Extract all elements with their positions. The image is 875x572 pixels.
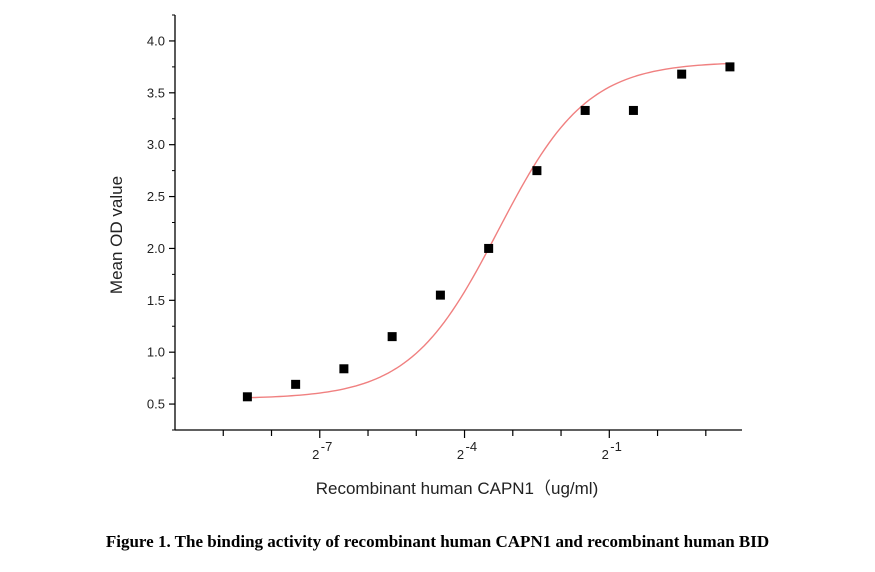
fit-curve	[247, 62, 730, 399]
y-tick-label: 1.5	[147, 293, 165, 308]
data-point	[628, 105, 638, 115]
y-tick-label: 4.0	[147, 33, 165, 48]
y-axis-title: Mean OD value	[107, 176, 126, 294]
data-point	[291, 379, 301, 389]
data-point	[242, 392, 252, 402]
x-axis-title: Recombinant human CAPN1（ug/ml)	[316, 479, 599, 498]
x-tick-label: 2	[457, 447, 464, 462]
x-tick-exponent: -4	[466, 439, 478, 454]
y-tick-label: 3.0	[147, 137, 165, 152]
data-point	[435, 290, 445, 300]
data-point	[387, 332, 397, 342]
x-tick-exponent: -1	[610, 439, 622, 454]
y-tick-label: 3.5	[147, 85, 165, 100]
data-point	[580, 105, 590, 115]
data-point	[484, 243, 494, 253]
data-points	[242, 62, 735, 402]
x-ticks: 2-72-42-1	[222, 430, 707, 462]
y-tick-label: 2.5	[147, 189, 165, 204]
y-ticks: 0.5 1.0 1.5 2.0 2.5 3.0 3.5 4.0	[147, 14, 175, 431]
x-tick-label: 2	[312, 447, 319, 462]
y-tick-label: 1.0	[147, 345, 165, 360]
x-tick-exponent: -7	[321, 439, 333, 454]
y-tick-label: 2.0	[147, 241, 165, 256]
y-tick-label: 0.5	[147, 397, 165, 412]
data-point	[532, 166, 542, 176]
data-point	[339, 364, 349, 374]
chart: 0.51.01.52.02.53.03.54.0 2-72-42-1 Mean …	[107, 14, 742, 498]
data-point	[677, 69, 687, 79]
figure-caption: Figure 1. The binding activity of recomb…	[105, 532, 770, 551]
x-tick-label: 2	[602, 447, 609, 462]
data-point	[725, 62, 735, 72]
